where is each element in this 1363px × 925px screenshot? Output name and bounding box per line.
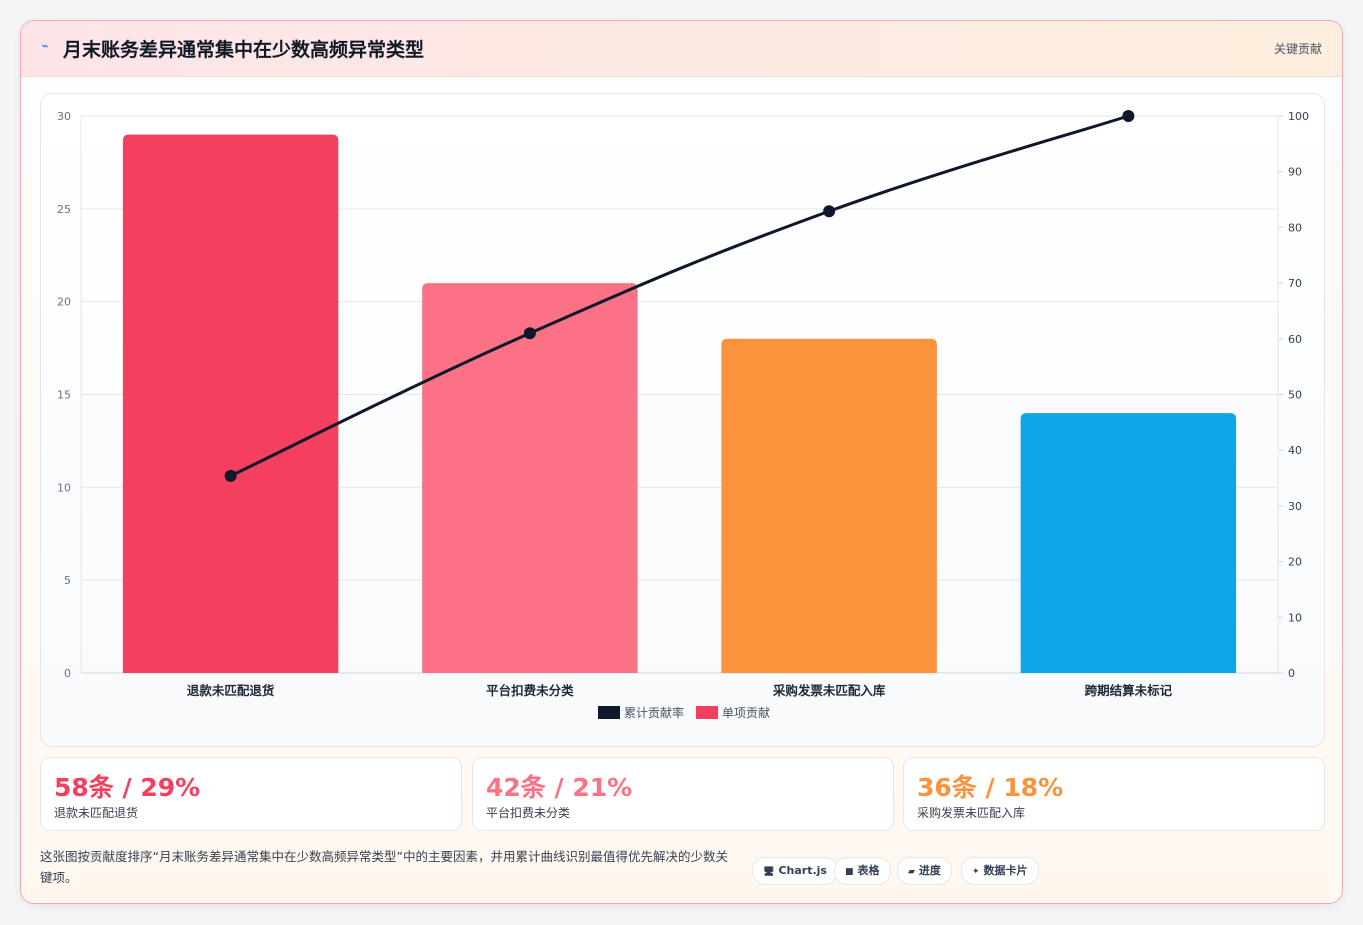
bar-3 <box>1020 413 1237 673</box>
y-left-tick-label: 5 <box>64 574 71 587</box>
table-icon: ■ <box>845 867 854 877</box>
chart-panel: 0 5 10 15 20 25 30 0 10 20 30 40 50 60 70 80 90 100 退款未匹配退… <box>40 93 1325 747</box>
bar-1 <box>422 283 638 673</box>
y-right-tick-label: 70 <box>1288 277 1302 290</box>
chip-label: 数据卡片 <box>983 864 1028 877</box>
stat-value: 58条 / 29% <box>54 773 201 802</box>
cumulative-point-3 <box>1122 110 1135 122</box>
y-left-tick-label: 10 <box>57 481 71 494</box>
stat-card-0: 58条 / 29% 退款未匹配退货 <box>40 757 462 831</box>
bar-2 <box>721 338 937 673</box>
legend-swatch-1 <box>696 706 718 719</box>
chip-table[interactable]: ■ 表格 <box>834 857 891 885</box>
y-right-tick-label: 20 <box>1288 556 1302 569</box>
y-left-tick-label: 0 <box>64 667 71 680</box>
chart-card: ⌁ 月末账务差异通常集中在少数高频异常类型 关键贡献 0 5 10 15 20 25 30 0… <box>20 20 1343 904</box>
y-right-tick-label: 90 <box>1288 166 1302 179</box>
x-tick-label: 退款未匹配退货 <box>187 683 275 698</box>
y-right-tick-label: 30 <box>1288 500 1302 513</box>
x-tick-label: 平台扣费未分类 <box>486 683 574 698</box>
legend-label: 累计贡献率 <box>624 705 684 720</box>
y-left-tick-label: 20 <box>57 296 71 309</box>
stat-card-1: 42条 / 21% 平台扣费未分类 <box>472 757 894 831</box>
y-left-tick-label: 30 <box>57 110 71 123</box>
stat-label: 退款未匹配退货 <box>54 806 139 820</box>
y-right-tick-label: 80 <box>1288 221 1302 234</box>
stat-label: 采购发票未匹配入库 <box>917 806 1026 820</box>
chip-data-card[interactable]: ✦ 数据卡片 <box>961 857 1039 885</box>
cumulative-line <box>229 114 1129 478</box>
bar-0 <box>122 134 339 674</box>
cumulative-point-2 <box>823 205 836 218</box>
chip-label: 表格 <box>857 864 880 877</box>
y-right-tick-label: 40 <box>1288 444 1302 457</box>
progress-icon: ▰ <box>908 867 915 877</box>
header-tag: 关键贡献 <box>1273 42 1322 56</box>
y-right-tick-label: 100 <box>1288 110 1309 123</box>
y-left-tick-label: 25 <box>57 203 71 216</box>
legend-swatch-0 <box>598 706 620 719</box>
cumulative-point-0 <box>224 469 237 482</box>
pareto-chart: 0 5 10 15 20 25 30 0 10 20 30 40 50 60 70 80 90 100 退款未匹配退… <box>57 110 1309 720</box>
legend-label: 单项贡献 <box>722 705 770 720</box>
y-right-tick-label: 0 <box>1288 667 1295 680</box>
monitor-icon: 🖥 <box>763 867 775 877</box>
page-title: 月末账务差异通常集中在少数高频异常类型 <box>63 39 425 61</box>
y-right-tick-label: 50 <box>1288 389 1302 402</box>
stat-value: 36条 / 18% <box>917 773 1064 802</box>
chip-label: Chart.js <box>778 864 827 877</box>
card-header: ⌁ 月末账务差异通常集中在少数高频异常类型 关键贡献 <box>21 21 1342 77</box>
stat-value: 42条 / 21% <box>486 773 633 802</box>
chart-description: 这张图按贡献度排序“月末账务差异通常集中在少数高频异常类型”中的主要因素，并用累… <box>40 849 728 885</box>
x-tick-label: 跨期结算未标记 <box>1085 683 1173 698</box>
stat-label: 平台扣费未分类 <box>486 806 571 820</box>
lightning-icon: ⌁ <box>41 39 49 54</box>
cumulative-point-1 <box>523 327 536 340</box>
stat-card-2: 36条 / 18% 采购发票未匹配入库 <box>903 757 1325 831</box>
sparkle-icon: ✦ <box>972 867 980 877</box>
y-right-tick-label: 60 <box>1288 333 1302 346</box>
chip-chartjs[interactable]: 🖥 Chart.js <box>752 857 838 885</box>
chip-progress[interactable]: ▰ 进度 <box>897 857 952 885</box>
y-right-tick-label: 10 <box>1288 611 1302 624</box>
chip-label: 进度 <box>918 864 941 877</box>
x-tick-label: 采购发票未匹配入库 <box>772 683 886 698</box>
y-left-tick-label: 15 <box>57 389 71 402</box>
